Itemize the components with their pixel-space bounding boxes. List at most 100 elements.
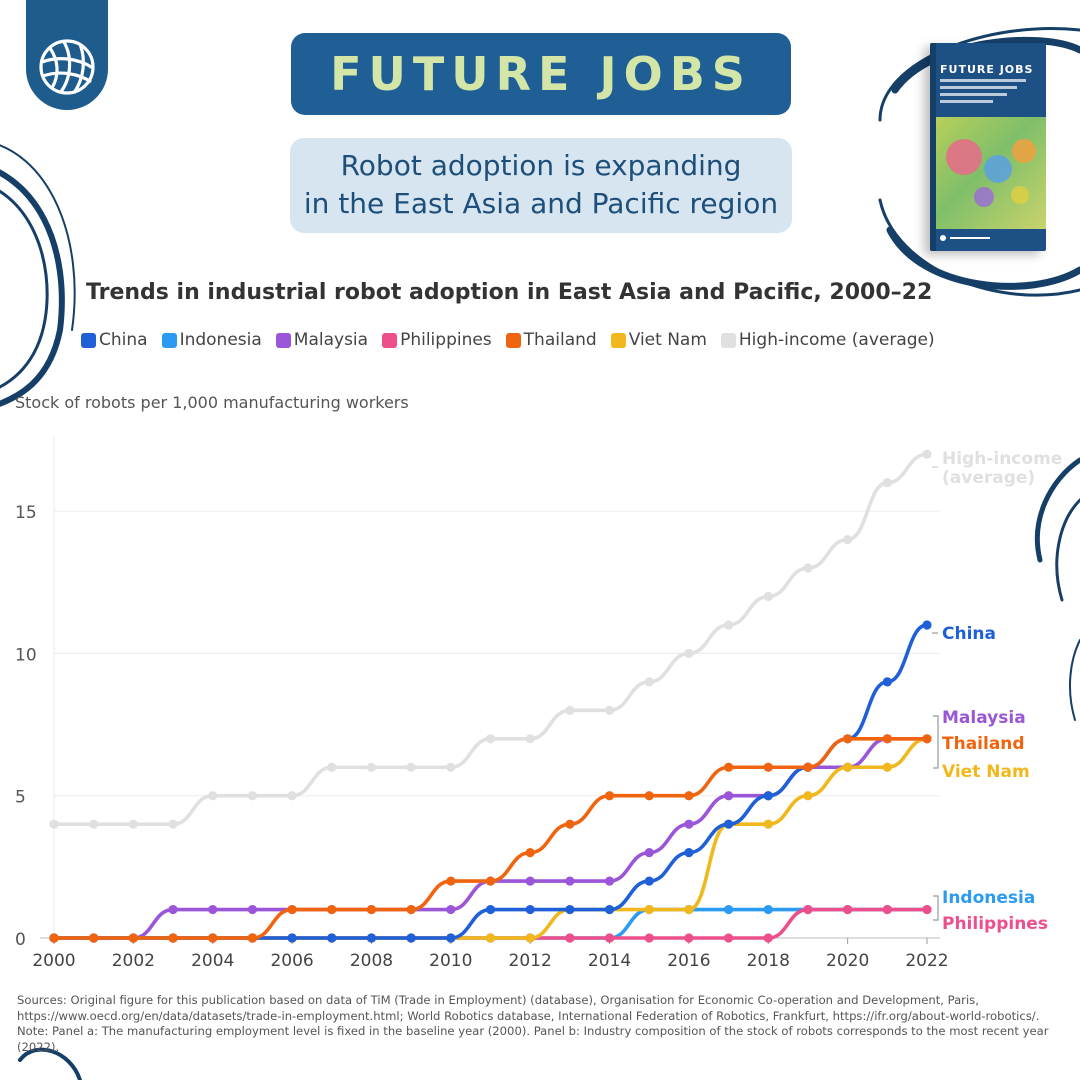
x-tick-label-2006: 2006 bbox=[270, 951, 313, 971]
point-malaysia-2014 bbox=[604, 876, 615, 886]
book-spine bbox=[930, 43, 936, 251]
point-thailand-2011 bbox=[485, 876, 496, 886]
legend-item-philippines: Philippines bbox=[382, 330, 492, 350]
point-viet-nam-2021 bbox=[882, 762, 892, 772]
point-thailand-2010 bbox=[446, 876, 456, 886]
point-viet-nam-2018 bbox=[763, 819, 773, 829]
point-philippines-2015 bbox=[644, 933, 654, 943]
legend-label-malaysia: Malaysia bbox=[293, 330, 369, 350]
point-malaysia-2010 bbox=[446, 904, 456, 915]
book-subtitle-lines bbox=[940, 79, 1036, 107]
x-tick-label-2022: 2022 bbox=[905, 951, 948, 971]
end-label-viet-nam: Viet Nam bbox=[942, 762, 1030, 782]
legend-swatch-malaysia bbox=[275, 332, 291, 348]
point-thailand-2013 bbox=[565, 819, 575, 829]
point-china-2013 bbox=[565, 904, 575, 915]
end-label-china: China bbox=[942, 624, 996, 644]
end-label-thailand: Thailand bbox=[942, 734, 1025, 754]
end-label-malaysia: Malaysia bbox=[942, 708, 1026, 728]
legend-item-viet-nam: Viet Nam bbox=[610, 330, 707, 350]
y-axis-label: Stock of robots per 1,000 manufacturing … bbox=[15, 393, 409, 412]
point-philippines-2021 bbox=[882, 904, 892, 915]
series-line-high-income-average bbox=[54, 452, 928, 826]
x-tick-label-2008: 2008 bbox=[350, 951, 393, 971]
label-bracket-malaysia-viet-nam bbox=[933, 715, 939, 769]
point-malaysia-2013 bbox=[565, 876, 575, 886]
point-malaysia-2012 bbox=[525, 876, 535, 886]
point-thailand-2017 bbox=[723, 762, 734, 772]
point-philippines-2017 bbox=[723, 933, 734, 943]
globe-icon bbox=[39, 39, 95, 95]
end-label-high-income-average-1: High-income bbox=[942, 449, 1062, 469]
legend-item-thailand: Thailand bbox=[505, 330, 597, 350]
point-malaysia-2016 bbox=[684, 819, 694, 829]
point-high-income-average-2021 bbox=[882, 478, 892, 488]
series-line-china bbox=[54, 623, 928, 940]
legend-label-china: China bbox=[99, 330, 148, 350]
point-china-2011 bbox=[485, 904, 496, 915]
point-high-income-average-2004 bbox=[208, 791, 218, 801]
point-thailand-2006 bbox=[287, 904, 297, 915]
x-tick-label-2016: 2016 bbox=[667, 951, 710, 971]
point-malaysia-2015 bbox=[644, 848, 654, 858]
end-label-philippines: Philippines bbox=[942, 914, 1048, 934]
point-thailand-2020 bbox=[843, 734, 853, 744]
point-thailand-2016 bbox=[684, 791, 694, 801]
legend-swatch-high-income bbox=[720, 332, 736, 348]
point-high-income-average-2022 bbox=[922, 449, 932, 459]
point-china-2006 bbox=[287, 933, 297, 943]
point-high-income-average-2014 bbox=[604, 705, 615, 715]
label-bracket-indonesia-philippines bbox=[933, 895, 939, 921]
point-high-income-average-2016 bbox=[684, 648, 694, 659]
point-thailand-2021 bbox=[882, 734, 892, 744]
point-thailand-2003 bbox=[168, 933, 178, 943]
x-tick-label-2010: 2010 bbox=[429, 951, 472, 971]
book-title: FUTURE JOBS bbox=[940, 63, 1034, 76]
point-philippines-2013 bbox=[565, 933, 575, 943]
point-indonesia-2018 bbox=[763, 904, 773, 915]
y-tick-label-15: 15 bbox=[15, 503, 37, 523]
legend-label-philippines: Philippines bbox=[400, 330, 492, 350]
point-high-income-average-2008 bbox=[366, 762, 377, 772]
point-thailand-2022 bbox=[922, 734, 932, 744]
legend-swatch-thailand bbox=[505, 332, 521, 348]
book-cover-art bbox=[936, 117, 1046, 229]
chart-title: Trends in industrial robot adoption in E… bbox=[86, 280, 933, 305]
point-philippines-2020 bbox=[843, 904, 853, 915]
point-thailand-2015 bbox=[644, 791, 654, 801]
point-thailand-2002 bbox=[128, 933, 138, 943]
point-malaysia-2017 bbox=[723, 791, 734, 801]
point-thailand-2019 bbox=[803, 762, 813, 772]
point-china-2016 bbox=[684, 848, 694, 858]
point-china-2010 bbox=[446, 933, 456, 943]
point-high-income-average-2019 bbox=[803, 563, 813, 573]
point-china-2015 bbox=[644, 876, 654, 886]
legend-item-high-income: High-income (average) bbox=[720, 330, 935, 350]
point-viet-nam-2019 bbox=[803, 791, 813, 801]
legend-swatch-indonesia bbox=[161, 332, 177, 348]
point-philippines-2019 bbox=[803, 904, 813, 915]
point-malaysia-2004 bbox=[208, 904, 218, 915]
point-high-income-average-2011 bbox=[485, 734, 496, 744]
point-viet-nam-2011 bbox=[485, 933, 496, 943]
point-high-income-average-2002 bbox=[128, 819, 138, 829]
hero-title: FUTURE JOBS bbox=[291, 33, 791, 115]
legend-label-viet-nam: Viet Nam bbox=[628, 330, 707, 350]
point-high-income-average-2000 bbox=[49, 819, 59, 829]
point-high-income-average-2018 bbox=[763, 591, 773, 602]
point-thailand-2000 bbox=[49, 933, 59, 943]
legend-swatch-viet-nam bbox=[610, 332, 626, 348]
point-philippines-2018 bbox=[763, 933, 773, 943]
x-tick-label-2018: 2018 bbox=[747, 951, 790, 971]
point-china-2018 bbox=[763, 791, 773, 801]
legend-label-indonesia: Indonesia bbox=[179, 330, 262, 350]
point-high-income-average-2015 bbox=[644, 677, 654, 687]
point-philippines-2022 bbox=[922, 904, 932, 915]
sources-note: Sources: Original figure for this public… bbox=[17, 993, 1049, 1054]
point-thailand-2012 bbox=[525, 848, 535, 858]
series-high-income-average bbox=[49, 449, 932, 829]
point-thailand-2014 bbox=[604, 791, 615, 801]
point-high-income-average-2001 bbox=[89, 819, 99, 829]
point-high-income-average-2010 bbox=[446, 762, 456, 772]
y-tick-label-5: 5 bbox=[15, 788, 26, 808]
